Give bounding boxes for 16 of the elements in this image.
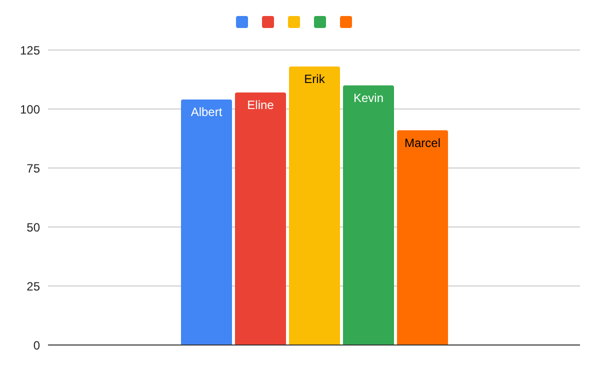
series-label: Eline bbox=[247, 98, 274, 112]
y-tick-label: 100 bbox=[20, 102, 40, 116]
bar bbox=[343, 85, 394, 345]
series-label: Kevin bbox=[353, 90, 384, 105]
y-tick-label: 50 bbox=[26, 220, 40, 234]
y-tick-label: 25 bbox=[26, 279, 40, 294]
y-tick-label: 0 bbox=[33, 338, 40, 352]
y-tick-label: 125 bbox=[20, 43, 40, 58]
y-tick-label: 75 bbox=[26, 161, 40, 176]
series-label: Marcel bbox=[404, 136, 441, 150]
bar bbox=[181, 100, 232, 345]
bar bbox=[397, 130, 448, 345]
bar bbox=[289, 66, 340, 345]
bar bbox=[235, 92, 286, 345]
series-label: Albert bbox=[190, 105, 223, 120]
series-label: Erik bbox=[304, 72, 326, 86]
